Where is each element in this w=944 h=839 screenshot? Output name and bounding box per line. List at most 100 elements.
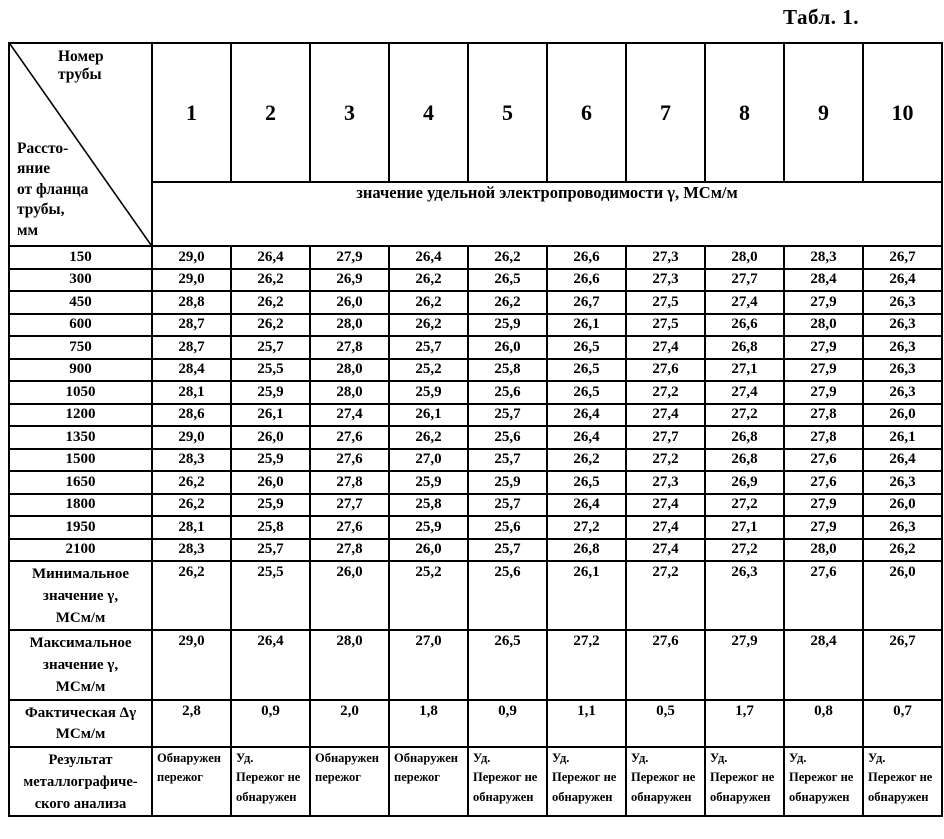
conductivity-value-pipe-6: 26,6: [546, 245, 627, 270]
distance-label: 1500: [8, 447, 153, 472]
max-value-pipe-10: 26,7: [862, 629, 943, 701]
conductivity-value-pipe-4: 25,8: [388, 492, 469, 517]
pipe-number-header-7: 7: [625, 41, 706, 184]
conductivity-value-pipe-7: 27,3: [625, 245, 706, 270]
conductivity-value-pipe-2: 25,7: [230, 537, 311, 562]
conductivity-value-pipe-8: 26,8: [704, 335, 785, 360]
conductivity-value-pipe-2: 25,9: [230, 380, 311, 405]
max-value-pipe-4: 27,0: [388, 629, 469, 701]
conductivity-value-pipe-3: 26,0: [309, 290, 390, 315]
conductivity-value-pipe-6: 26,4: [546, 402, 627, 427]
conductivity-value-pipe-9: 27,8: [783, 402, 864, 427]
conductivity-value-pipe-1: 26,2: [151, 470, 232, 495]
conductivity-value-pipe-3: 28,0: [309, 312, 390, 337]
conductivity-value-pipe-8: 26,8: [704, 425, 785, 450]
table-row-distance-1650: 1650 26,2 26,0 27,8 25,9 25,9 26,5 27,3 26,9 27,6…: [8, 470, 943, 495]
conductivity-value-pipe-4: 26,2: [388, 312, 469, 337]
delta-value-pipe-8: 1,7: [704, 698, 785, 748]
min-value-pipe-1: 26,2: [151, 559, 232, 632]
conductivity-table: Номер трубы Рассто- яние от фланца трубы…: [8, 41, 943, 818]
conductivity-value-pipe-8: 27,1: [704, 357, 785, 382]
distance-label: 150: [8, 245, 153, 270]
conductivity-value-pipe-10: 26,3: [862, 515, 943, 540]
conductivity-value-pipe-5: 25,7: [467, 492, 548, 517]
conductivity-value-pipe-3: 28,0: [309, 357, 390, 382]
conductivity-value-pipe-1: 28,6: [151, 402, 232, 427]
distance-label: 1650: [8, 470, 153, 495]
conductivity-value-pipe-7: 27,5: [625, 290, 706, 315]
conductivity-value-pipe-8: 26,6: [704, 312, 785, 337]
max-value-pipe-9: 28,4: [783, 629, 864, 701]
conductivity-value-pipe-10: 26,3: [862, 357, 943, 382]
conductivity-value-pipe-1: 28,7: [151, 312, 232, 337]
conductivity-value-pipe-5: 26,0: [467, 335, 548, 360]
result-value-pipe-3: Обнаружен пережог: [309, 745, 390, 818]
distance-label: 1200: [8, 402, 153, 427]
pipe-number-header-10: 10: [862, 41, 943, 184]
conductivity-value-pipe-4: 26,1: [388, 402, 469, 427]
result-value-pipe-6: Уд. Пережог не обнаружен: [546, 745, 627, 818]
conductivity-value-pipe-3: 28,0: [309, 380, 390, 405]
result-value-pipe-10: Уд. Пережог не обнаружен: [862, 745, 943, 818]
conductivity-value-pipe-7: 27,4: [625, 515, 706, 540]
delta-value-pipe-5: 0,9: [467, 698, 548, 748]
conductivity-value-pipe-2: 26,2: [230, 290, 311, 315]
table-row-distance-2100: 2100 28,3 25,7 27,8 26,0 25,7 26,8 27,4 27,2 28,0…: [8, 537, 943, 562]
conductivity-band-label: значение удельной электропроводимости γ,…: [151, 181, 943, 247]
conductivity-value-pipe-3: 27,6: [309, 425, 390, 450]
conductivity-value-pipe-10: 26,1: [862, 425, 943, 450]
conductivity-value-pipe-9: 27,9: [783, 515, 864, 540]
summary-row-result: Результат металлографиче- ского анализа О…: [8, 745, 943, 818]
conductivity-value-pipe-5: 25,7: [467, 537, 548, 562]
conductivity-value-pipe-7: 27,7: [625, 425, 706, 450]
min-value-pipe-6: 26,1: [546, 559, 627, 632]
conductivity-value-pipe-9: 27,6: [783, 447, 864, 472]
conductivity-value-pipe-2: 26,2: [230, 267, 311, 292]
table-row-distance-900: 900 28,4 25,5 28,0 25,2 25,8 26,5 27,6 27,1 27,9 2…: [8, 357, 943, 382]
conductivity-value-pipe-10: 26,3: [862, 290, 943, 315]
min-value-pipe-2: 25,5: [230, 559, 311, 632]
conductivity-value-pipe-10: 26,3: [862, 470, 943, 495]
conductivity-value-pipe-6: 26,4: [546, 492, 627, 517]
conductivity-value-pipe-9: 27,9: [783, 335, 864, 360]
conductivity-value-pipe-2: 25,9: [230, 447, 311, 472]
conductivity-value-pipe-1: 28,8: [151, 290, 232, 315]
corner-top-label: Номер трубы: [58, 48, 104, 83]
conductivity-value-pipe-9: 27,9: [783, 290, 864, 315]
max-value-pipe-6: 27,2: [546, 629, 627, 701]
summary-label-result: Результат металлографиче- ского анализа: [8, 745, 153, 818]
result-value-pipe-1: Обнаружен пережог: [151, 745, 232, 818]
conductivity-value-pipe-4: 27,0: [388, 447, 469, 472]
conductivity-value-pipe-9: 28,0: [783, 537, 864, 562]
conductivity-value-pipe-5: 25,8: [467, 357, 548, 382]
min-value-pipe-9: 27,6: [783, 559, 864, 632]
conductivity-value-pipe-10: 26,0: [862, 492, 943, 517]
max-value-pipe-1: 29,0: [151, 629, 232, 701]
summary-row-delta: Фактическая Δγ МСм/м 2,8 0,9 2,0 1,8 0,9 1,1 0,…: [8, 698, 943, 748]
conductivity-value-pipe-8: 27,4: [704, 290, 785, 315]
conductivity-value-pipe-1: 28,1: [151, 380, 232, 405]
conductivity-value-pipe-9: 27,9: [783, 492, 864, 517]
conductivity-value-pipe-4: 25,2: [388, 357, 469, 382]
conductivity-value-pipe-3: 27,7: [309, 492, 390, 517]
conductivity-value-pipe-3: 26,9: [309, 267, 390, 292]
conductivity-value-pipe-9: 27,9: [783, 357, 864, 382]
conductivity-value-pipe-1: 29,0: [151, 425, 232, 450]
conductivity-value-pipe-4: 25,9: [388, 515, 469, 540]
pipe-number-header-6: 6: [546, 41, 627, 184]
conductivity-value-pipe-8: 26,9: [704, 470, 785, 495]
delta-value-pipe-9: 0,8: [783, 698, 864, 748]
conductivity-value-pipe-2: 25,9: [230, 492, 311, 517]
result-value-pipe-8: Уд. Пережог не обнаружен: [704, 745, 785, 818]
conductivity-value-pipe-5: 25,6: [467, 425, 548, 450]
conductivity-value-pipe-2: 26,1: [230, 402, 311, 427]
summary-label-max: Максимальное значение γ, МСм/м: [8, 629, 153, 701]
min-value-pipe-10: 26,0: [862, 559, 943, 632]
table-row-distance-300: 300 29,0 26,2 26,9 26,2 26,5 26,6 27,3 27,7 28,4 2…: [8, 267, 943, 292]
conductivity-value-pipe-4: 25,9: [388, 380, 469, 405]
conductivity-value-pipe-2: 26,0: [230, 470, 311, 495]
corner-bottom-label: Рассто- яние от фланца трубы, мм: [17, 139, 89, 239]
conductivity-value-pipe-5: 25,7: [467, 402, 548, 427]
pipe-number-header-3: 3: [309, 41, 390, 184]
